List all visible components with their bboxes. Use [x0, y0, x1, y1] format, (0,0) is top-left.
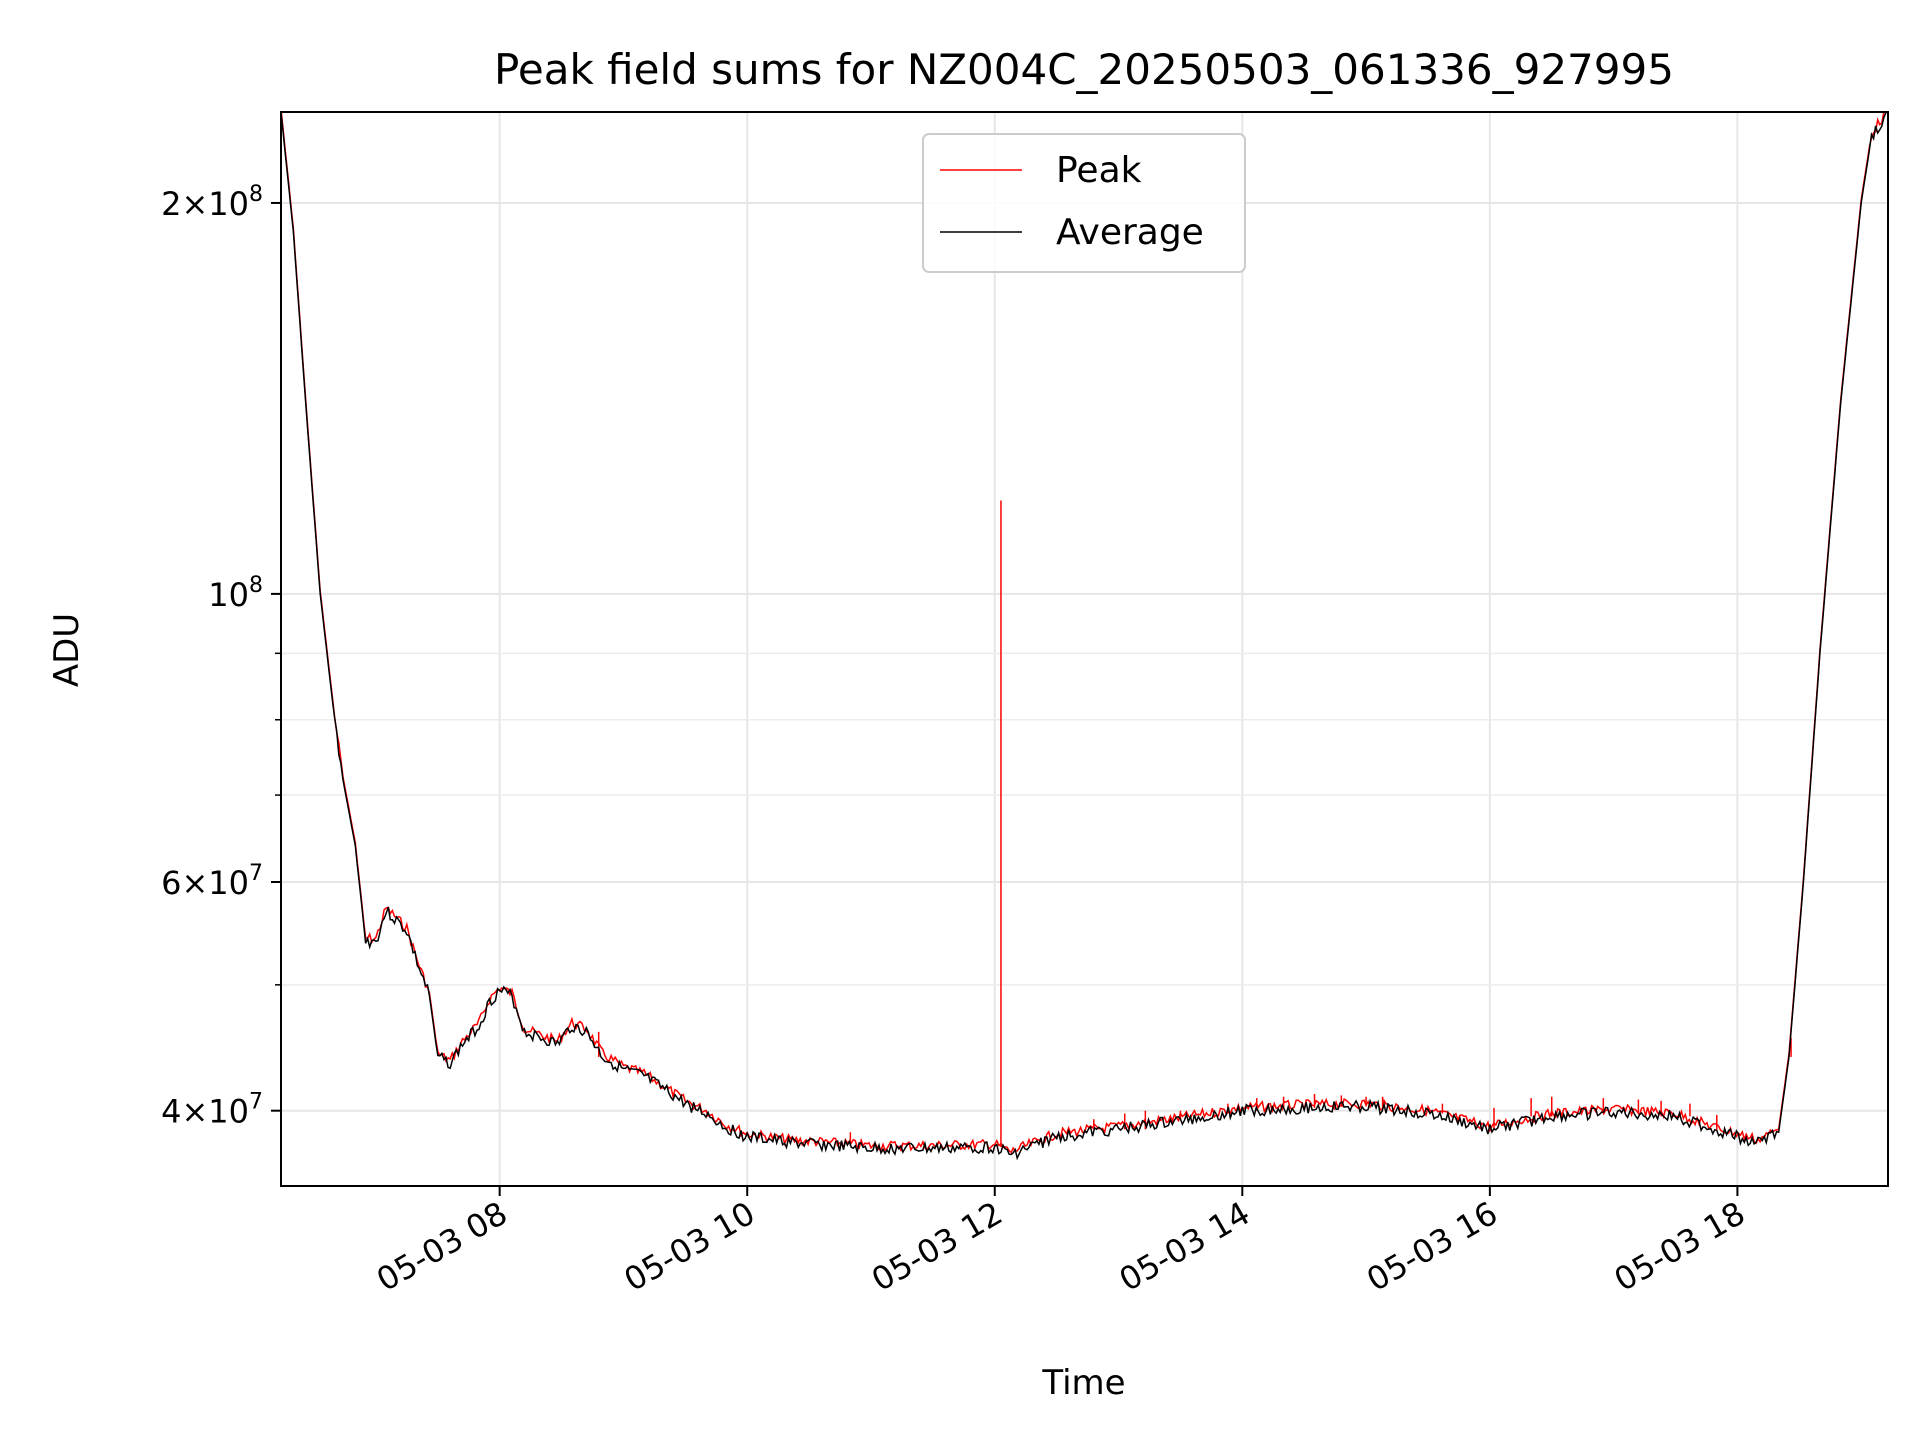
series-line-average [281, 112, 1888, 1161]
x-axis-label: Time [1041, 1363, 1125, 1403]
chart-title: Peak field sums for NZ004C_20250503_0613… [494, 45, 1674, 94]
legend: Peak Average [922, 133, 1246, 273]
y-tick-label: 108 [208, 573, 263, 614]
plot-frame [280, 111, 1889, 1187]
y-axis-ticks: 4×107 6×107 108 2×108 [161, 182, 281, 1131]
legend-label-average: Average [1056, 212, 1204, 253]
legend-label-peak: Peak [1056, 150, 1142, 191]
series-line-peak [281, 112, 1885, 1154]
y-tick-label: 6×107 [161, 861, 263, 902]
y-tick-label: 4×107 [161, 1090, 263, 1131]
y-tick-label: 2×108 [161, 182, 263, 223]
legend-box [922, 133, 1246, 273]
y-axis-label: ADU [47, 613, 87, 687]
series-layer [281, 112, 1888, 1161]
